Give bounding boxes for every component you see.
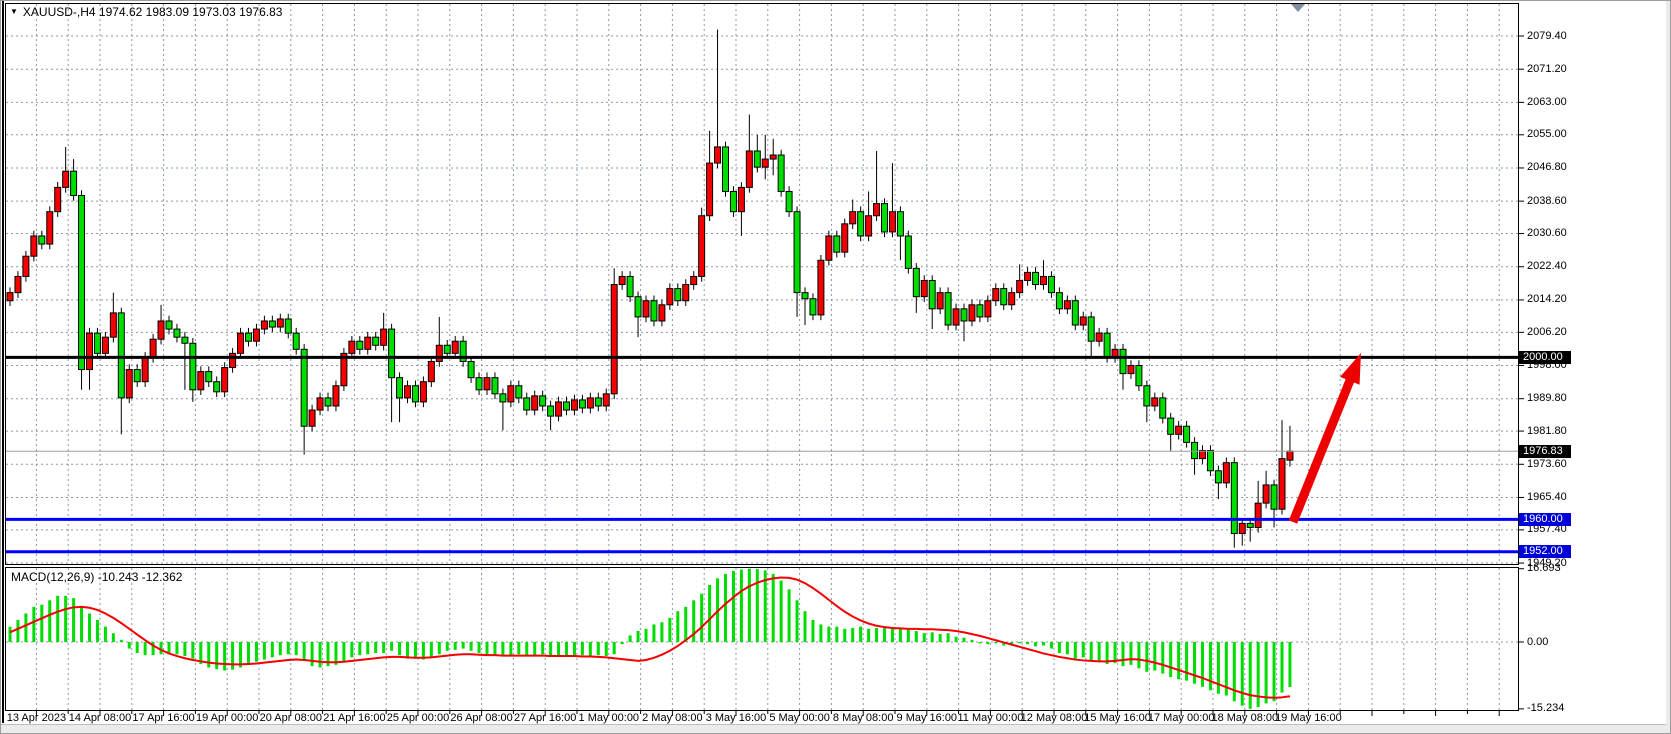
price-badge-1960.00: 1960.00: [1519, 512, 1571, 526]
time-axis-label: 17 May 00:00: [1147, 712, 1215, 724]
time-axis-label: 26 Apr 08:00: [450, 712, 513, 724]
price-axis-label: 1957.40: [1527, 523, 1567, 536]
time-axis-label: 14 Apr 08:00: [68, 712, 132, 724]
symbol-ohlc-text: XAUUSD-,H4 1974.62 1983.09 1973.03 1976.…: [22, 5, 283, 19]
macd-signal-line: [9, 576, 1291, 699]
time-axis-label: 12 May 08:00: [1020, 712, 1088, 724]
shift-marker-icon: [1291, 4, 1305, 12]
macd-axis-label: 0.00: [1527, 635, 1549, 648]
time-axis-label: 20 Apr 08:00: [259, 712, 322, 724]
right-strip: [1666, 1, 1670, 733]
price-badge-2000.00: 2000.00: [1519, 350, 1571, 364]
window-left-edge: [2, 1, 4, 723]
time-axis-label: 1 May 00:00: [578, 712, 640, 724]
price-axis-label: 2022.40: [1527, 260, 1567, 273]
price-axis-label: 1981.80: [1527, 424, 1567, 437]
price-badge-1976.83: 1976.83: [1519, 444, 1571, 458]
macd-axis-label: 16.693: [1527, 562, 1561, 575]
time-axis-label: 21 Apr 16:00: [323, 712, 386, 724]
price-axis-label: 2063.00: [1527, 95, 1567, 108]
price-badge-1952.00: 1952.00: [1519, 545, 1571, 559]
time-axis-label: 8 May 08:00: [832, 712, 894, 724]
time-axis-label: 18 May 08:00: [1211, 712, 1279, 724]
macd-axis-label: -15.234: [1527, 702, 1565, 715]
price-axis-label: 2014.20: [1527, 293, 1567, 306]
time-axis-label: 19 Apr 00:00: [195, 712, 259, 724]
price-axis-label: 1973.60: [1527, 457, 1567, 470]
chevron-down-icon: ▼: [10, 7, 18, 16]
time-axis-label: 5 May 00:00: [769, 712, 830, 724]
price-axis-label: 2046.80: [1527, 161, 1567, 174]
price-axis-label: 2030.60: [1527, 227, 1567, 240]
symbol-info: ▼ XAUUSD-,H4 1974.62 1983.09 1973.03 1976…: [10, 5, 282, 19]
time-axis-label: 15 May 16:00: [1084, 712, 1151, 724]
time-axis-label: 17 Apr 16:00: [132, 712, 195, 724]
main-pane-border: [5, 3, 1519, 565]
time-axis-label: 27 Apr 16:00: [513, 712, 577, 724]
bottom-strip: [1, 724, 1670, 733]
time-axis-label: 3 May 16:00: [705, 712, 767, 724]
time-axis-label: 13 Apr 2023: [6, 712, 67, 724]
price-axis-label: 1989.80: [1527, 392, 1567, 405]
time-axis-label: 25 Apr 00:00: [386, 712, 450, 724]
macd-pane-border: [5, 567, 1519, 711]
time-axis-label: 19 May 16:00: [1275, 712, 1342, 724]
price-axis-label: 2079.40: [1527, 29, 1567, 42]
macd-indicator-label: MACD(12,26,9) -10.243 -12.362: [11, 570, 183, 584]
price-axis-label: 2055.00: [1527, 128, 1567, 141]
price-axis-label: 2038.60: [1527, 194, 1567, 207]
macd-histogram: [8, 568, 1292, 709]
time-axis-label: 2 May 08:00: [642, 712, 703, 724]
price-axis-label: 1949.20: [1527, 556, 1567, 569]
price-axis-label: 2071.20: [1527, 62, 1567, 75]
trend-arrow[interactable]: [1288, 353, 1361, 524]
price-axis-label: 2006.20: [1527, 325, 1567, 338]
time-axis-label: 11 May 00:00: [957, 712, 1024, 724]
time-axis-label: 9 May 16:00: [896, 712, 958, 724]
price-axis-label: 1965.40: [1527, 490, 1567, 503]
candles-layer[interactable]: [6, 29, 1294, 548]
